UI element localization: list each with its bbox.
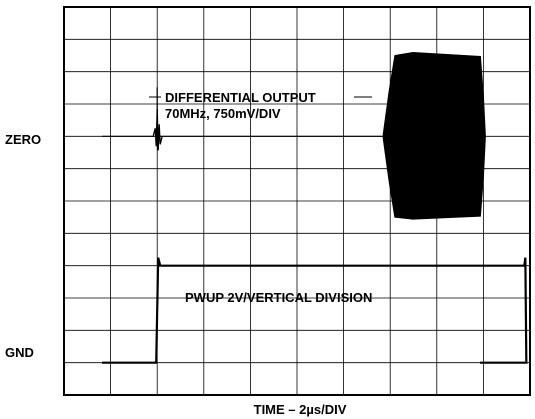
pwup-trace [102, 257, 528, 364]
plot-frame [63, 6, 531, 396]
zero-label: ZERO [5, 132, 41, 147]
diff-output-burst [382, 51, 486, 220]
pwup-scale: 2V/VERTICAL DIVISION [227, 290, 372, 305]
gnd-label: GND [5, 345, 34, 360]
svg-text:PWUP 2V/VERTICAL DIVISIO: PWUP 2V/VERTICAL DIVISION [185, 290, 372, 305]
x-axis-label: TIME – 2µs/DIV [254, 402, 347, 417]
pwup-name: PWUP [185, 290, 224, 305]
traces [102, 51, 528, 364]
diff-output-scale: 70MHz, 750mV/DIV [165, 106, 281, 121]
diff-output-name: DIFFERENTIAL OUTPUT [165, 90, 316, 105]
pwup-caption: PWUP 2V/VERTICAL DIVISION [185, 290, 372, 305]
